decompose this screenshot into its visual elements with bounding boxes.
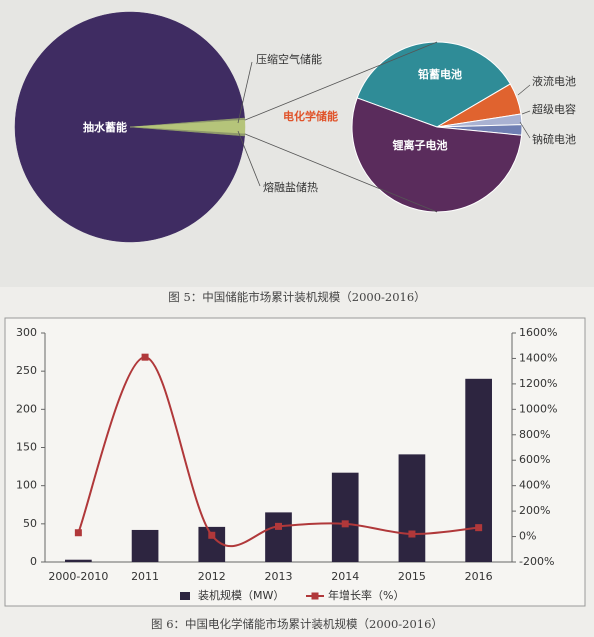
slice-label: 超级电容 <box>532 102 576 116</box>
y-tick-label: 150 <box>16 441 37 454</box>
y2-tick-label: 600% <box>519 453 550 466</box>
legend-label: 年增长率（%） <box>328 588 404 602</box>
chart-frame <box>4 317 586 607</box>
y2-tick-label: 1600% <box>519 326 557 339</box>
bar <box>465 378 492 562</box>
line-marker <box>408 530 416 538</box>
y2-tick-label: 400% <box>519 479 550 492</box>
line-marker <box>208 531 216 539</box>
y2-tick-label: 0% <box>519 530 536 543</box>
line-marker <box>74 529 82 537</box>
bar <box>65 559 92 562</box>
slice-label: 液流电池 <box>532 74 576 88</box>
slice-label: 抽水蓄能 <box>83 120 127 134</box>
leader-line <box>517 84 531 96</box>
connector <box>244 41 438 121</box>
bar <box>398 454 426 562</box>
y2-tick-label: 200% <box>519 504 550 517</box>
slice-label: 熔融盐储热 <box>263 180 318 194</box>
legend-label: 装机规模（MW） <box>198 588 284 602</box>
y-tick-label: 50 <box>23 517 37 530</box>
line-marker <box>141 353 149 361</box>
bar <box>265 512 292 562</box>
slice-label: 锂离子电池 <box>393 138 448 152</box>
y2-tick-label: -200% <box>519 555 554 568</box>
x-tick-label: 2016 <box>465 570 493 583</box>
y-tick-label: 200 <box>16 402 37 415</box>
legend-swatch <box>180 592 190 600</box>
leader-line <box>237 61 253 124</box>
line-marker <box>275 522 282 530</box>
pie-slice <box>351 97 523 213</box>
pie-slice <box>14 11 245 243</box>
x-tick-label: 2011 <box>131 570 159 583</box>
x-tick-label: 2013 <box>265 570 293 583</box>
slice-label: 电化学储能 <box>283 109 338 123</box>
slice-label: 钠硫电池 <box>532 132 576 146</box>
bar <box>131 529 159 562</box>
pie-slice <box>356 41 511 128</box>
line-marker <box>341 520 349 528</box>
caption: 图 5：中国储能市场累计装机规模（2000-2016） <box>168 290 425 304</box>
y-tick-label: 100 <box>16 479 37 492</box>
y2-tick-label: 800% <box>519 428 550 441</box>
x-tick-label: 2015 <box>398 570 426 583</box>
y2-tick-label: 1400% <box>519 351 557 364</box>
legend-swatch <box>311 592 319 600</box>
pie-slice <box>129 126 246 137</box>
slice-label: 铅蓄电池 <box>418 67 462 81</box>
x-tick-label: 2014 <box>331 570 359 583</box>
y-tick-label: 0 <box>30 555 37 568</box>
x-tick-label: 2012 <box>198 570 226 583</box>
leader-line <box>519 121 531 139</box>
caption: 图 6：中国电化学储能市场累计装机规模（2000-2016） <box>151 617 443 631</box>
leader-line <box>237 130 261 187</box>
line-series <box>77 356 479 548</box>
slice-label: 压缩空气储能 <box>256 52 322 66</box>
y2-tick-label: 1000% <box>519 402 557 415</box>
connector <box>244 133 438 213</box>
x-tick-label: 2000-2010 <box>48 570 108 583</box>
y-tick-label: 300 <box>16 326 37 339</box>
y2-tick-label: 1200% <box>519 377 557 390</box>
y-tick-label: 250 <box>16 364 37 377</box>
bar <box>331 472 359 562</box>
leader-line <box>521 110 531 115</box>
line-marker <box>475 524 483 532</box>
